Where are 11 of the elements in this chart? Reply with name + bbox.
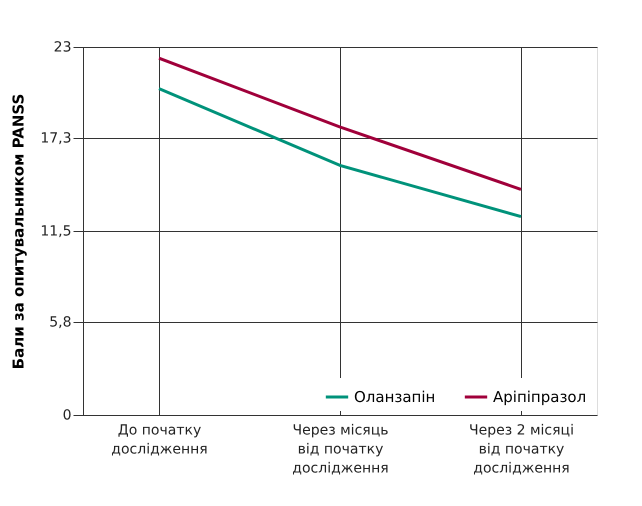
x-tick-label: До початку дослідження [111,422,208,458]
legend-label: Оланзапін [354,388,436,406]
y-tick-label: 17,3 [40,130,72,147]
legend-label: Аріпіпразол [493,388,586,406]
x-tick-label: Через місяць від початку дослідження [292,422,389,476]
y-tick-label: 5,8 [49,314,72,331]
y-axis-title: Бали за опитувальником PANSS [9,94,28,370]
y-tick-label: 11,5 [40,224,72,240]
x-tick-label: Через 2 місяці від початку дослідження [469,422,574,476]
y-tick-label: 0 [62,408,72,424]
y-tick-label: 23 [54,40,72,56]
